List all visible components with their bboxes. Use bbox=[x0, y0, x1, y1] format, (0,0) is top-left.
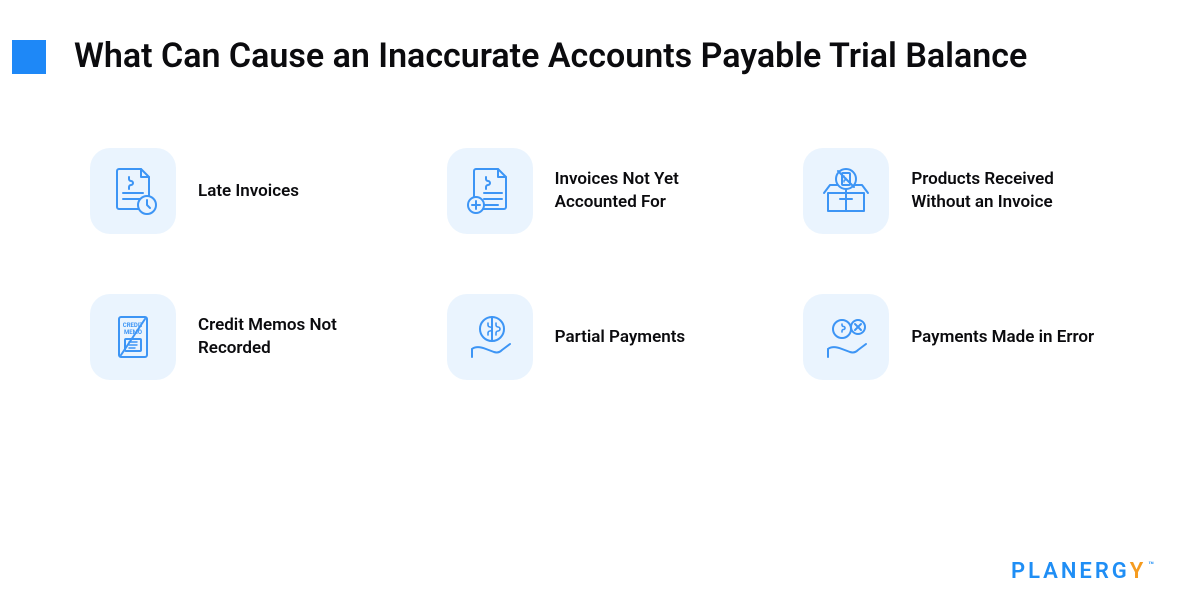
cause-item-invoices-not-accounted: Invoices Not Yet Accounted For bbox=[447, 148, 754, 234]
late-invoices-icon bbox=[105, 163, 161, 219]
cause-label: Partial Payments bbox=[555, 326, 686, 349]
partial-payments-icon bbox=[462, 309, 518, 365]
cause-label: Payments Made in Error bbox=[911, 326, 1094, 349]
causes-grid: Late Invoices Invoices Not Yet Accounted… bbox=[0, 78, 1200, 380]
payments-error-icon bbox=[818, 309, 874, 365]
cause-item-payments-error: Payments Made in Error bbox=[803, 294, 1110, 380]
invoices-not-accounted-icon bbox=[462, 163, 518, 219]
icon-tile bbox=[803, 294, 889, 380]
accent-block bbox=[12, 40, 46, 74]
svg-text:MEMO: MEMO bbox=[124, 329, 142, 336]
page-title: What Can Cause an Inaccurate Accounts Pa… bbox=[74, 34, 1027, 78]
cause-item-late-invoices: Late Invoices bbox=[90, 148, 397, 234]
icon-tile bbox=[803, 148, 889, 234]
cause-label: Late Invoices bbox=[198, 180, 299, 203]
cause-label: Credit Memos Not Recorded bbox=[198, 314, 397, 360]
header: What Can Cause an Inaccurate Accounts Pa… bbox=[0, 0, 1200, 78]
cause-item-partial-payments: Partial Payments bbox=[447, 294, 754, 380]
icon-tile bbox=[90, 148, 176, 234]
cause-label: Products Received Without an Invoice bbox=[911, 168, 1110, 214]
brand-logo: PLANERGY™ bbox=[1011, 559, 1154, 584]
icon-tile bbox=[447, 294, 533, 380]
cause-item-products-no-invoice: Products Received Without an Invoice bbox=[803, 148, 1110, 234]
icon-tile bbox=[447, 148, 533, 234]
products-no-invoice-icon bbox=[818, 163, 874, 219]
credit-memos-icon: CREDIT MEMO bbox=[105, 309, 161, 365]
cause-item-credit-memos: CREDIT MEMO Credit Memos Not Recorded bbox=[90, 294, 397, 380]
cause-label: Invoices Not Yet Accounted For bbox=[555, 168, 754, 214]
icon-tile: CREDIT MEMO bbox=[90, 294, 176, 380]
